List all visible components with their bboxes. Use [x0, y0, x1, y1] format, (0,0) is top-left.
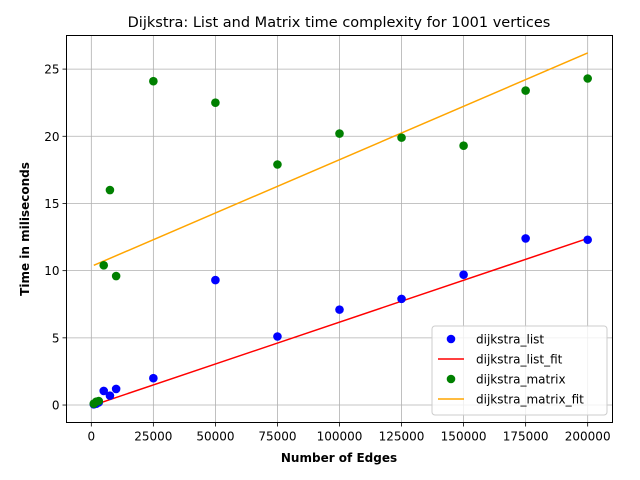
x-tick-label: 100000: [317, 430, 363, 444]
dijkstra_list-point: [273, 332, 282, 341]
dijkstra_matrix-point: [459, 141, 468, 150]
dijkstra_matrix_fit-line: [93, 52, 588, 266]
legend-box: [431, 325, 608, 416]
y-tick-label: 0: [52, 399, 60, 413]
plot-area: [89, 52, 592, 409]
legend-marker: [446, 334, 456, 344]
dijkstra_list-point: [149, 373, 158, 383]
x-tick-label: 125000: [379, 430, 425, 444]
x-tick-label: 0: [87, 430, 95, 444]
y-tick-label: 25: [44, 63, 59, 77]
y-tick-label: 5: [52, 331, 60, 345]
legend-entry: dijkstra_list: [476, 333, 544, 347]
dijkstra_list-point: [211, 275, 220, 285]
x-axis-label: Number of Edges: [281, 451, 397, 465]
dijkstra_list-point: [583, 235, 592, 245]
legend: dijkstra_list dijkstra_list_fit dijkstra_m…: [431, 325, 608, 416]
dijkstra_matrix-point: [105, 185, 115, 195]
dijkstra_matrix-point: [211, 98, 220, 107]
dijkstra_list-point: [105, 391, 115, 400]
dijkstra_matrix-point: [99, 260, 109, 270]
chart-title: Dijkstra: List and Matrix time complexit…: [128, 15, 551, 31]
dijkstra_list-point: [335, 305, 344, 314]
dijkstra_list_fit-line: [93, 237, 588, 406]
x-tick-label: 175000: [503, 430, 549, 444]
x-tick-label: 25000: [134, 430, 172, 444]
y-axis-label: Time in miliseconds: [18, 162, 32, 296]
x-tick-label: 75000: [258, 430, 296, 444]
legend-entry: dijkstra_matrix_fit: [476, 393, 584, 407]
axes-frame: [66, 35, 613, 423]
dijkstra_list-point: [459, 270, 468, 279]
legend-entry: dijkstra_matrix: [476, 373, 566, 387]
legend-entry: dijkstra_list_fit: [476, 353, 563, 367]
x-tick-label: 150000: [441, 430, 487, 444]
dijkstra_matrix-point: [149, 76, 158, 86]
dijkstra_matrix-point: [273, 160, 282, 169]
y-tick-label: 10: [44, 264, 59, 278]
dijkstra_matrix-point: [583, 74, 592, 83]
x-tick-label: 50000: [196, 430, 234, 444]
dijkstra_matrix-point: [521, 86, 530, 95]
dijkstra_matrix-point: [335, 129, 344, 138]
dijkstra_list-point: [397, 294, 406, 304]
dijkstra_list-point: [111, 384, 121, 394]
y-tick-label: 15: [44, 197, 59, 211]
x-axis-ticks: 0 25000 50000 75000 100000 125000 150000 175000…: [87, 422, 611, 444]
x-tick-label: 200000: [565, 430, 611, 444]
dijkstra_list-point: [521, 234, 530, 243]
dijkstra_matrix-point: [397, 133, 406, 142]
dijkstra_matrix-point: [94, 396, 104, 406]
y-axis-ticks: 0 5 10 15 20 25: [44, 63, 67, 413]
dijkstra_list-point: [99, 386, 109, 396]
dijkstra_matrix-point: [111, 271, 121, 281]
legend-marker: [446, 374, 456, 384]
y-tick-label: 20: [44, 130, 59, 144]
